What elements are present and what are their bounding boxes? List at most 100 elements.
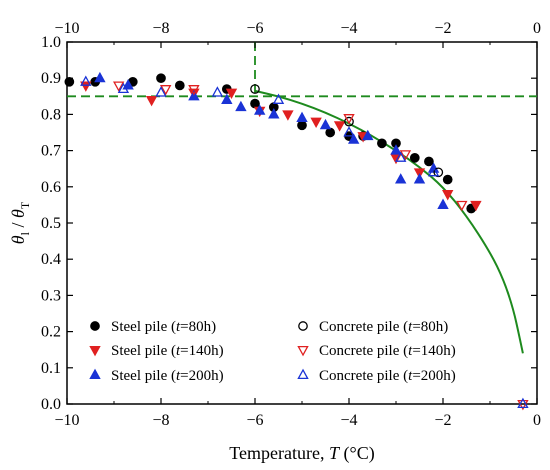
data-point bbox=[282, 110, 294, 121]
legend-label-var: t bbox=[176, 343, 181, 359]
data-point bbox=[122, 79, 134, 90]
legend-label-var: t bbox=[176, 368, 181, 384]
x-tick-label: 0 bbox=[533, 412, 541, 429]
data-point bbox=[333, 121, 346, 132]
x-axis-label: Temperature, T (°C) bbox=[229, 443, 374, 464]
data-point bbox=[64, 76, 75, 87]
data-point bbox=[254, 104, 266, 115]
data-point bbox=[424, 156, 434, 167]
y-axis-label-num: θ bbox=[8, 235, 28, 244]
y-tick-label: 0.5 bbox=[41, 215, 61, 232]
data-point bbox=[117, 82, 130, 94]
x-top-tick-label: −8 bbox=[152, 20, 169, 37]
legend-label: Steel pile (t=140h) bbox=[111, 343, 224, 359]
data-point bbox=[268, 108, 280, 119]
legend-label-prefix: Concrete pile ( bbox=[319, 343, 408, 359]
y-tick-label: 0.1 bbox=[41, 360, 61, 377]
y-axis-label: θl / θT bbox=[8, 201, 32, 244]
y-tick-label: 0.2 bbox=[41, 324, 61, 341]
series-2 bbox=[94, 71, 449, 209]
data-point bbox=[390, 144, 402, 155]
legend-label: Concrete pile (t=140h) bbox=[319, 343, 456, 359]
data-point bbox=[145, 95, 158, 107]
legend-label-suffix: =140h) bbox=[180, 343, 223, 359]
legend-item: Concrete pile (t=80h) bbox=[298, 319, 448, 335]
y-tick-label: 0.9 bbox=[41, 70, 61, 87]
plot-area bbox=[66, 41, 538, 405]
legend-label-suffix: =200h) bbox=[412, 368, 455, 384]
series-3 bbox=[250, 84, 444, 178]
legend-item: Steel pile (t=80h) bbox=[90, 319, 216, 335]
fit-curve-layer bbox=[254, 89, 524, 354]
legend-marker bbox=[297, 368, 309, 380]
data-point bbox=[319, 118, 332, 130]
y-tick-label: 0.3 bbox=[41, 287, 61, 304]
y-tick-label: 0.4 bbox=[41, 251, 61, 268]
legend-label: Concrete pile (t=200h) bbox=[319, 368, 456, 384]
legend-label: Steel pile (t=200h) bbox=[111, 368, 224, 384]
data-point bbox=[344, 116, 354, 127]
data-point bbox=[343, 114, 355, 125]
data-markers bbox=[64, 71, 529, 411]
data-point bbox=[225, 88, 238, 100]
fit-curve bbox=[254, 89, 524, 354]
legend-marker bbox=[298, 321, 308, 331]
data-point bbox=[296, 111, 308, 123]
y-tick-label: 0.6 bbox=[41, 179, 61, 196]
y-axis-label-den: θ bbox=[8, 209, 28, 218]
legend-label-suffix: =200h) bbox=[180, 368, 223, 384]
x-tick-label: −2 bbox=[434, 412, 451, 429]
reference-lines bbox=[67, 42, 537, 98]
data-point bbox=[250, 84, 260, 94]
legend-label: Steel pile (t=80h) bbox=[111, 319, 216, 335]
data-point bbox=[442, 174, 453, 185]
data-point bbox=[174, 80, 185, 91]
data-point bbox=[94, 71, 106, 83]
x-tick-label: −8 bbox=[152, 412, 169, 429]
legend-label-var: t bbox=[408, 343, 413, 359]
legend-label-prefix: Steel pile ( bbox=[111, 343, 176, 359]
data-point bbox=[221, 93, 233, 104]
y-axis-label-slash: / bbox=[8, 218, 28, 232]
data-point bbox=[399, 150, 412, 161]
data-point bbox=[442, 190, 454, 201]
data-point bbox=[113, 81, 125, 92]
data-point bbox=[409, 152, 420, 163]
data-point bbox=[188, 89, 200, 101]
x-top-tick-label: −4 bbox=[340, 20, 357, 37]
legend-label: Concrete pile (t=80h) bbox=[319, 319, 448, 335]
legend-label-var: t bbox=[176, 319, 181, 335]
data-point bbox=[155, 86, 167, 97]
axes: −10 −10 −8 −8 −6 −6 −4 −4 −2 −2 0 0 0.0 0.1 0.2 0.3 0.4 0… bbox=[41, 20, 541, 429]
legend-marker bbox=[297, 345, 309, 357]
legend-marker bbox=[89, 345, 101, 357]
data-point bbox=[188, 85, 200, 96]
data-point bbox=[427, 165, 440, 177]
data-point bbox=[310, 117, 322, 129]
legend-marker bbox=[90, 321, 100, 331]
data-point bbox=[517, 397, 529, 409]
legend-item: Concrete pile (t=140h) bbox=[297, 343, 456, 359]
data-point bbox=[517, 399, 529, 411]
data-point bbox=[160, 85, 172, 96]
series-4 bbox=[113, 81, 529, 411]
y-tick-label: 0.0 bbox=[41, 396, 61, 413]
data-point bbox=[433, 167, 444, 178]
data-point bbox=[272, 93, 285, 104]
y-tick-label: 0.8 bbox=[41, 106, 61, 123]
data-point bbox=[377, 138, 387, 149]
data-point bbox=[80, 81, 92, 92]
data-point bbox=[362, 129, 374, 141]
y-axis-label-num-sub: l bbox=[18, 231, 32, 235]
legend: Steel pile (t=80h)Steel pile (t=140h)Ste… bbox=[89, 319, 456, 384]
legend-label-prefix: Concrete pile ( bbox=[319, 319, 408, 335]
data-point bbox=[297, 120, 307, 131]
legend-item: Concrete pile (t=200h) bbox=[297, 368, 456, 384]
x-axis-label-var: T bbox=[329, 443, 341, 463]
x-top-tick-label: −6 bbox=[246, 20, 263, 37]
data-point bbox=[211, 86, 224, 97]
x-tick-label: −10 bbox=[54, 412, 79, 429]
legend-marker bbox=[89, 368, 101, 380]
data-point bbox=[470, 200, 482, 212]
